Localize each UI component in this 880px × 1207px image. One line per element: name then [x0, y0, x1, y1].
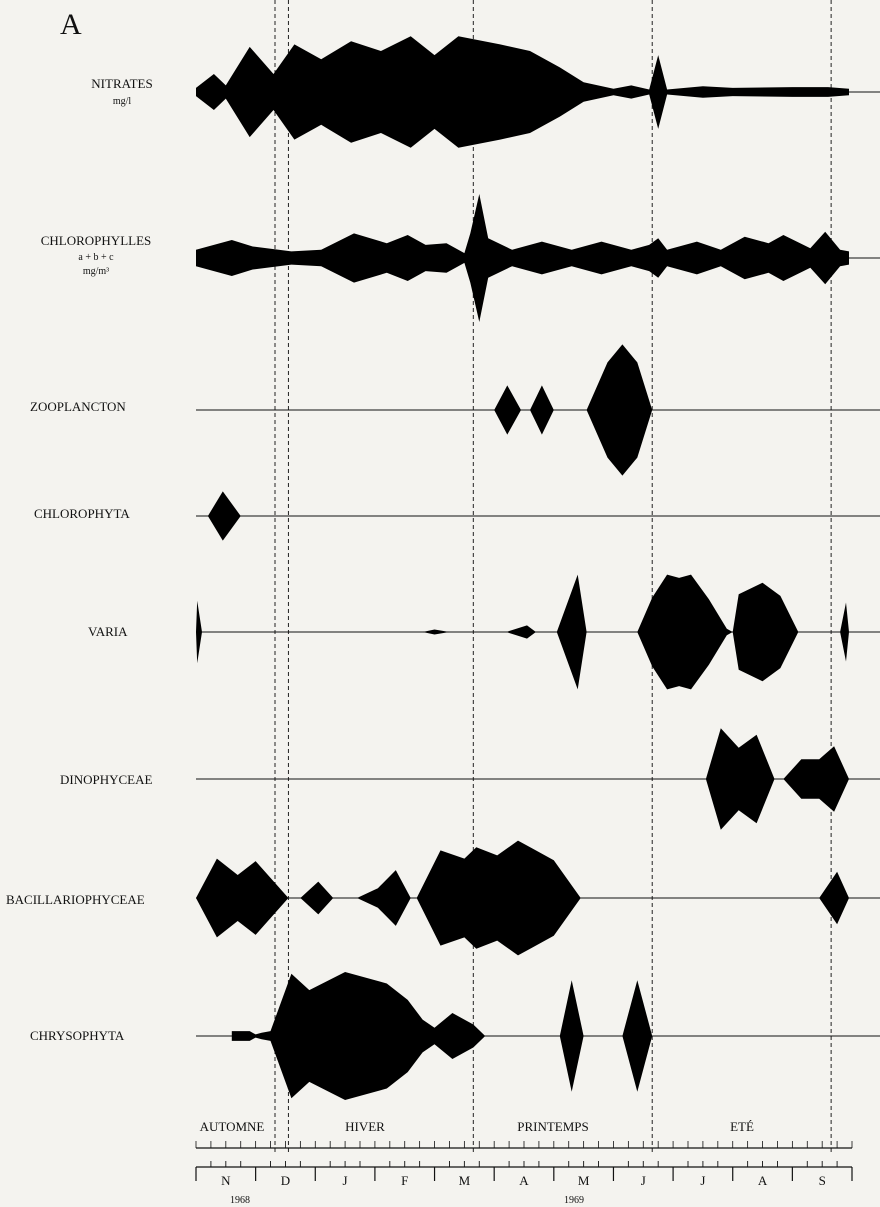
series-kites	[196, 36, 849, 1100]
season-ete: ETÉ	[730, 1119, 754, 1134]
kite-chrysophyta	[231, 972, 653, 1100]
month-label: M	[578, 1173, 590, 1188]
month-label: J	[641, 1173, 646, 1188]
season-automne: AUTOMNE	[200, 1119, 265, 1134]
label-chlorophylles: CHLOROPHYLLES	[41, 233, 152, 248]
season-dividers	[274, 0, 832, 1152]
label-zooplancton: ZOOPLANCTON	[30, 399, 126, 414]
label-chlorophylles-unit1: a + b + c	[78, 252, 114, 263]
kite-bacillariophyceae	[196, 840, 849, 956]
season-printemps: PRINTEMPS	[517, 1119, 589, 1134]
month-label: J	[343, 1173, 348, 1188]
label-dinophyceae: DINOPHYCEAE	[60, 772, 153, 787]
kite-dinophyceae	[705, 728, 849, 830]
kite-varia	[196, 574, 849, 690]
kite-chlorophylles	[196, 194, 849, 322]
month-label: A	[519, 1173, 529, 1188]
month-label: F	[401, 1173, 408, 1188]
label-bacillariophyceae: BACILLARIOPHYCEAE	[6, 892, 145, 907]
kite-nitrates	[196, 36, 849, 148]
month-label: M	[459, 1173, 471, 1188]
month-label: A	[758, 1173, 768, 1188]
month-label: J	[700, 1173, 705, 1188]
season-hiver: HIVER	[345, 1119, 385, 1134]
label-varia: VARIA	[88, 624, 128, 639]
kite-zooplancton	[494, 344, 653, 476]
month-label: N	[221, 1173, 231, 1188]
time-axis	[195, 1141, 853, 1181]
year-1969: 1969	[564, 1195, 584, 1206]
panel-letter: A	[60, 8, 82, 41]
label-chlorophylles-unit2: mg/m³	[83, 266, 109, 277]
year-1968: 1968	[230, 1195, 250, 1206]
month-label: S	[819, 1173, 826, 1188]
month-label: D	[281, 1173, 290, 1188]
label-chlorophyta: CHLOROPHYTA	[34, 506, 130, 521]
label-nitrates: NITRATES	[91, 76, 152, 91]
label-chrysophyta: CHRYSOPHYTA	[30, 1028, 125, 1043]
kite-chlorophyta	[207, 491, 241, 541]
label-nitrates-unit: mg/l	[113, 96, 132, 107]
